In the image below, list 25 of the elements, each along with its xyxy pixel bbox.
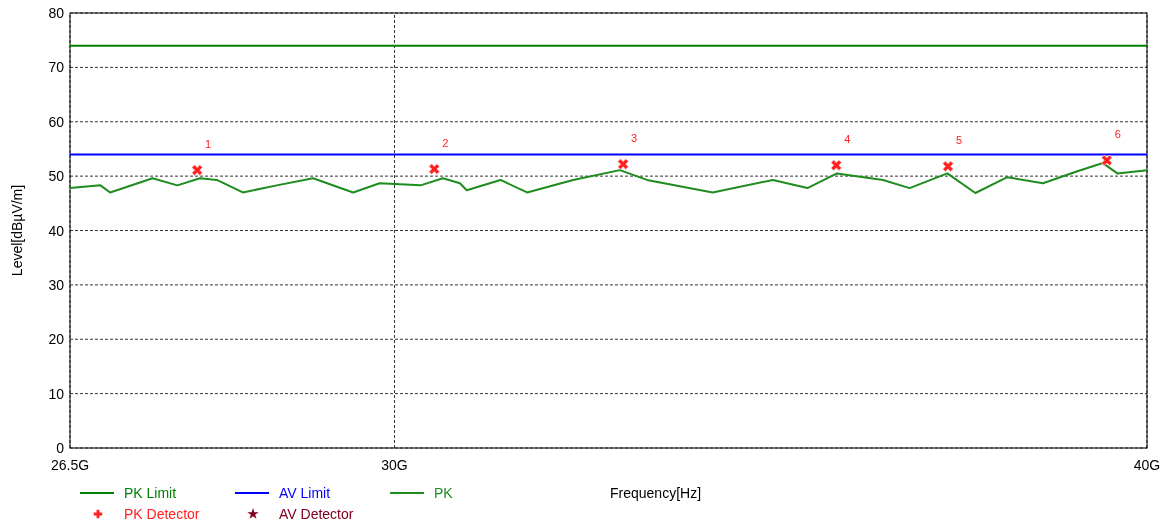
- annotation: 5: [955, 134, 963, 147]
- y-tick-label: 10: [48, 385, 65, 402]
- y-tick-label: 50: [48, 168, 65, 185]
- legend-label: AV Detector: [279, 506, 354, 522]
- legend-label: PK Limit: [124, 485, 177, 501]
- x-axis-title: Frequency[Hz]: [610, 485, 702, 501]
- y-tick-label: 80: [48, 5, 65, 21]
- y-tick-label: 20: [48, 331, 65, 348]
- y-tick-label: 30: [48, 276, 65, 293]
- legend-label: PK: [434, 485, 454, 501]
- y-tick-label: 0: [56, 440, 65, 456]
- y-tick-label: 70: [48, 59, 65, 76]
- legend-label: PK Detector: [124, 506, 200, 522]
- annotation: 1: [205, 138, 212, 151]
- annotation: 6: [1114, 128, 1121, 141]
- x-tick-label: 26.5G: [50, 457, 90, 473]
- legend-label: AV Limit: [279, 485, 331, 501]
- annotation: 2: [442, 137, 449, 150]
- x-tick-label: 30G: [381, 457, 408, 473]
- y-tick-label: 60: [48, 113, 65, 130]
- annotation: 4: [844, 133, 851, 146]
- x-tick-label: 40G: [1133, 457, 1161, 473]
- annotation: 3: [631, 132, 638, 145]
- y-tick-label: 40: [48, 222, 65, 239]
- y-axis-title: Level[dBµV/m]: [9, 184, 25, 277]
